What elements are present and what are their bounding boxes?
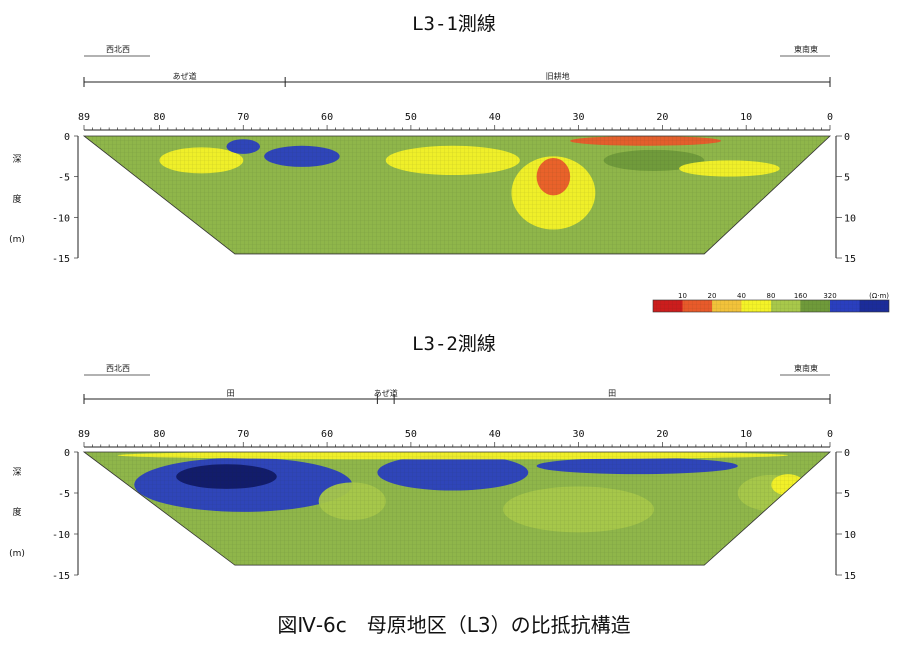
x-tick-label: 80 (153, 112, 165, 123)
profile-title: L3-1測線 (412, 13, 496, 35)
x-tick-label: 0 (827, 112, 833, 123)
x-tick-label: 30 (573, 112, 585, 123)
legend-tick-label: 320 (823, 292, 836, 300)
legend-unit: (Ω·m) (869, 292, 889, 300)
depth-label-char-1: 深 (12, 154, 21, 165)
y-tick-label-right: 0 (844, 448, 850, 459)
x-tick-label: 70 (237, 112, 249, 123)
y-tick-label-left: 0 (64, 132, 70, 143)
section-label: 田 (608, 389, 616, 398)
legend-frame (652, 299, 890, 313)
direction-left-label: 西北西 (106, 45, 130, 54)
y-tick-label-right: 0 (844, 132, 850, 143)
section-bar: 田 あぜ道 田 (83, 388, 831, 404)
y-tick-label-left: -10 (52, 530, 70, 541)
profile-title: L3-2測線 (412, 333, 496, 355)
y-tick-label-right: 10 (844, 530, 856, 541)
x-tick-label: 80 (153, 429, 165, 440)
y-tick-label-left: -10 (52, 213, 70, 224)
x-tick-label: 20 (656, 429, 668, 440)
grid-texture (84, 452, 830, 566)
profile-l3-1: L3-1測線 西北西 東南東 あぜ道 旧耕地 89 80 70 60 50 40 30 20 10… (9, 13, 856, 265)
figure-caption: 図Ⅳ-6c 母原地区（L3）の比抵抗構造 (277, 613, 630, 637)
depth-label-char-1: 深 (12, 467, 21, 478)
resistivity-section (82, 135, 832, 255)
depth-label-char-2: 度 (12, 506, 21, 518)
y-tick-label-left: -5 (58, 173, 70, 184)
y-tick-label-right: 15 (844, 571, 856, 582)
y-tick-label-left: -15 (52, 571, 70, 582)
y-tick-label-left: 0 (64, 448, 70, 459)
profile-l3-2: L3-2測線 西北西 東南東 田あぜ道田 89 80 70 60 50 40 30 20 10 0… (9, 333, 856, 582)
color-scale-legend: 10 20 40 80 160 320 (Ω·m) (652, 292, 890, 313)
direction-right-label: 東南東 (794, 363, 818, 373)
depth-label-unit: (m) (9, 549, 25, 559)
y-tick-label-right: 5 (844, 489, 850, 500)
legend-tick-label: 10 (678, 292, 687, 300)
x-tick-label: 89 (78, 429, 90, 440)
x-tick-label: 10 (740, 429, 752, 440)
section-label: 田 (227, 389, 235, 398)
legend-tick-label: 20 (708, 292, 717, 300)
depth-label-char-2: 度 (12, 193, 21, 205)
legend-tick-label: 160 (794, 292, 807, 300)
grid-texture (84, 136, 830, 254)
y-tick-label-left: -5 (58, 489, 70, 500)
x-tick-label: 60 (321, 429, 333, 440)
x-tick-label: 20 (656, 112, 668, 123)
direction-left-label: 西北西 (106, 364, 130, 373)
y-tick-label-left: -15 (52, 254, 70, 265)
x-tick-label: 40 (489, 429, 501, 440)
y-tick-label-right: 15 (844, 254, 856, 265)
x-tick-label: 70 (237, 429, 249, 440)
section-label: あぜ道 (173, 71, 197, 81)
section-label: 旧耕地 (546, 71, 570, 81)
section-outline (82, 135, 832, 255)
x-tick-label: 89 (78, 112, 90, 123)
resistivity-section (82, 451, 832, 566)
x-tick-label: 30 (573, 429, 585, 440)
x-tick-label: 60 (321, 112, 333, 123)
depth-label-unit: (m) (9, 235, 25, 245)
legend-tick-label: 80 (767, 292, 776, 300)
y-tick-label-right: 10 (844, 213, 856, 224)
y-tick-label-right: 5 (844, 173, 850, 184)
x-tick-label: 40 (489, 112, 501, 123)
x-tick-label: 0 (827, 429, 833, 440)
section-outline (82, 451, 832, 566)
legend-tick-label: 40 (737, 292, 746, 300)
x-tick-label: 50 (405, 112, 417, 123)
x-tick-label: 10 (740, 112, 752, 123)
x-tick-label: 50 (405, 429, 417, 440)
section-label: あぜ道 (374, 388, 398, 398)
direction-right-label: 東南東 (794, 44, 818, 54)
section-bar: あぜ道 旧耕地 (83, 71, 831, 87)
